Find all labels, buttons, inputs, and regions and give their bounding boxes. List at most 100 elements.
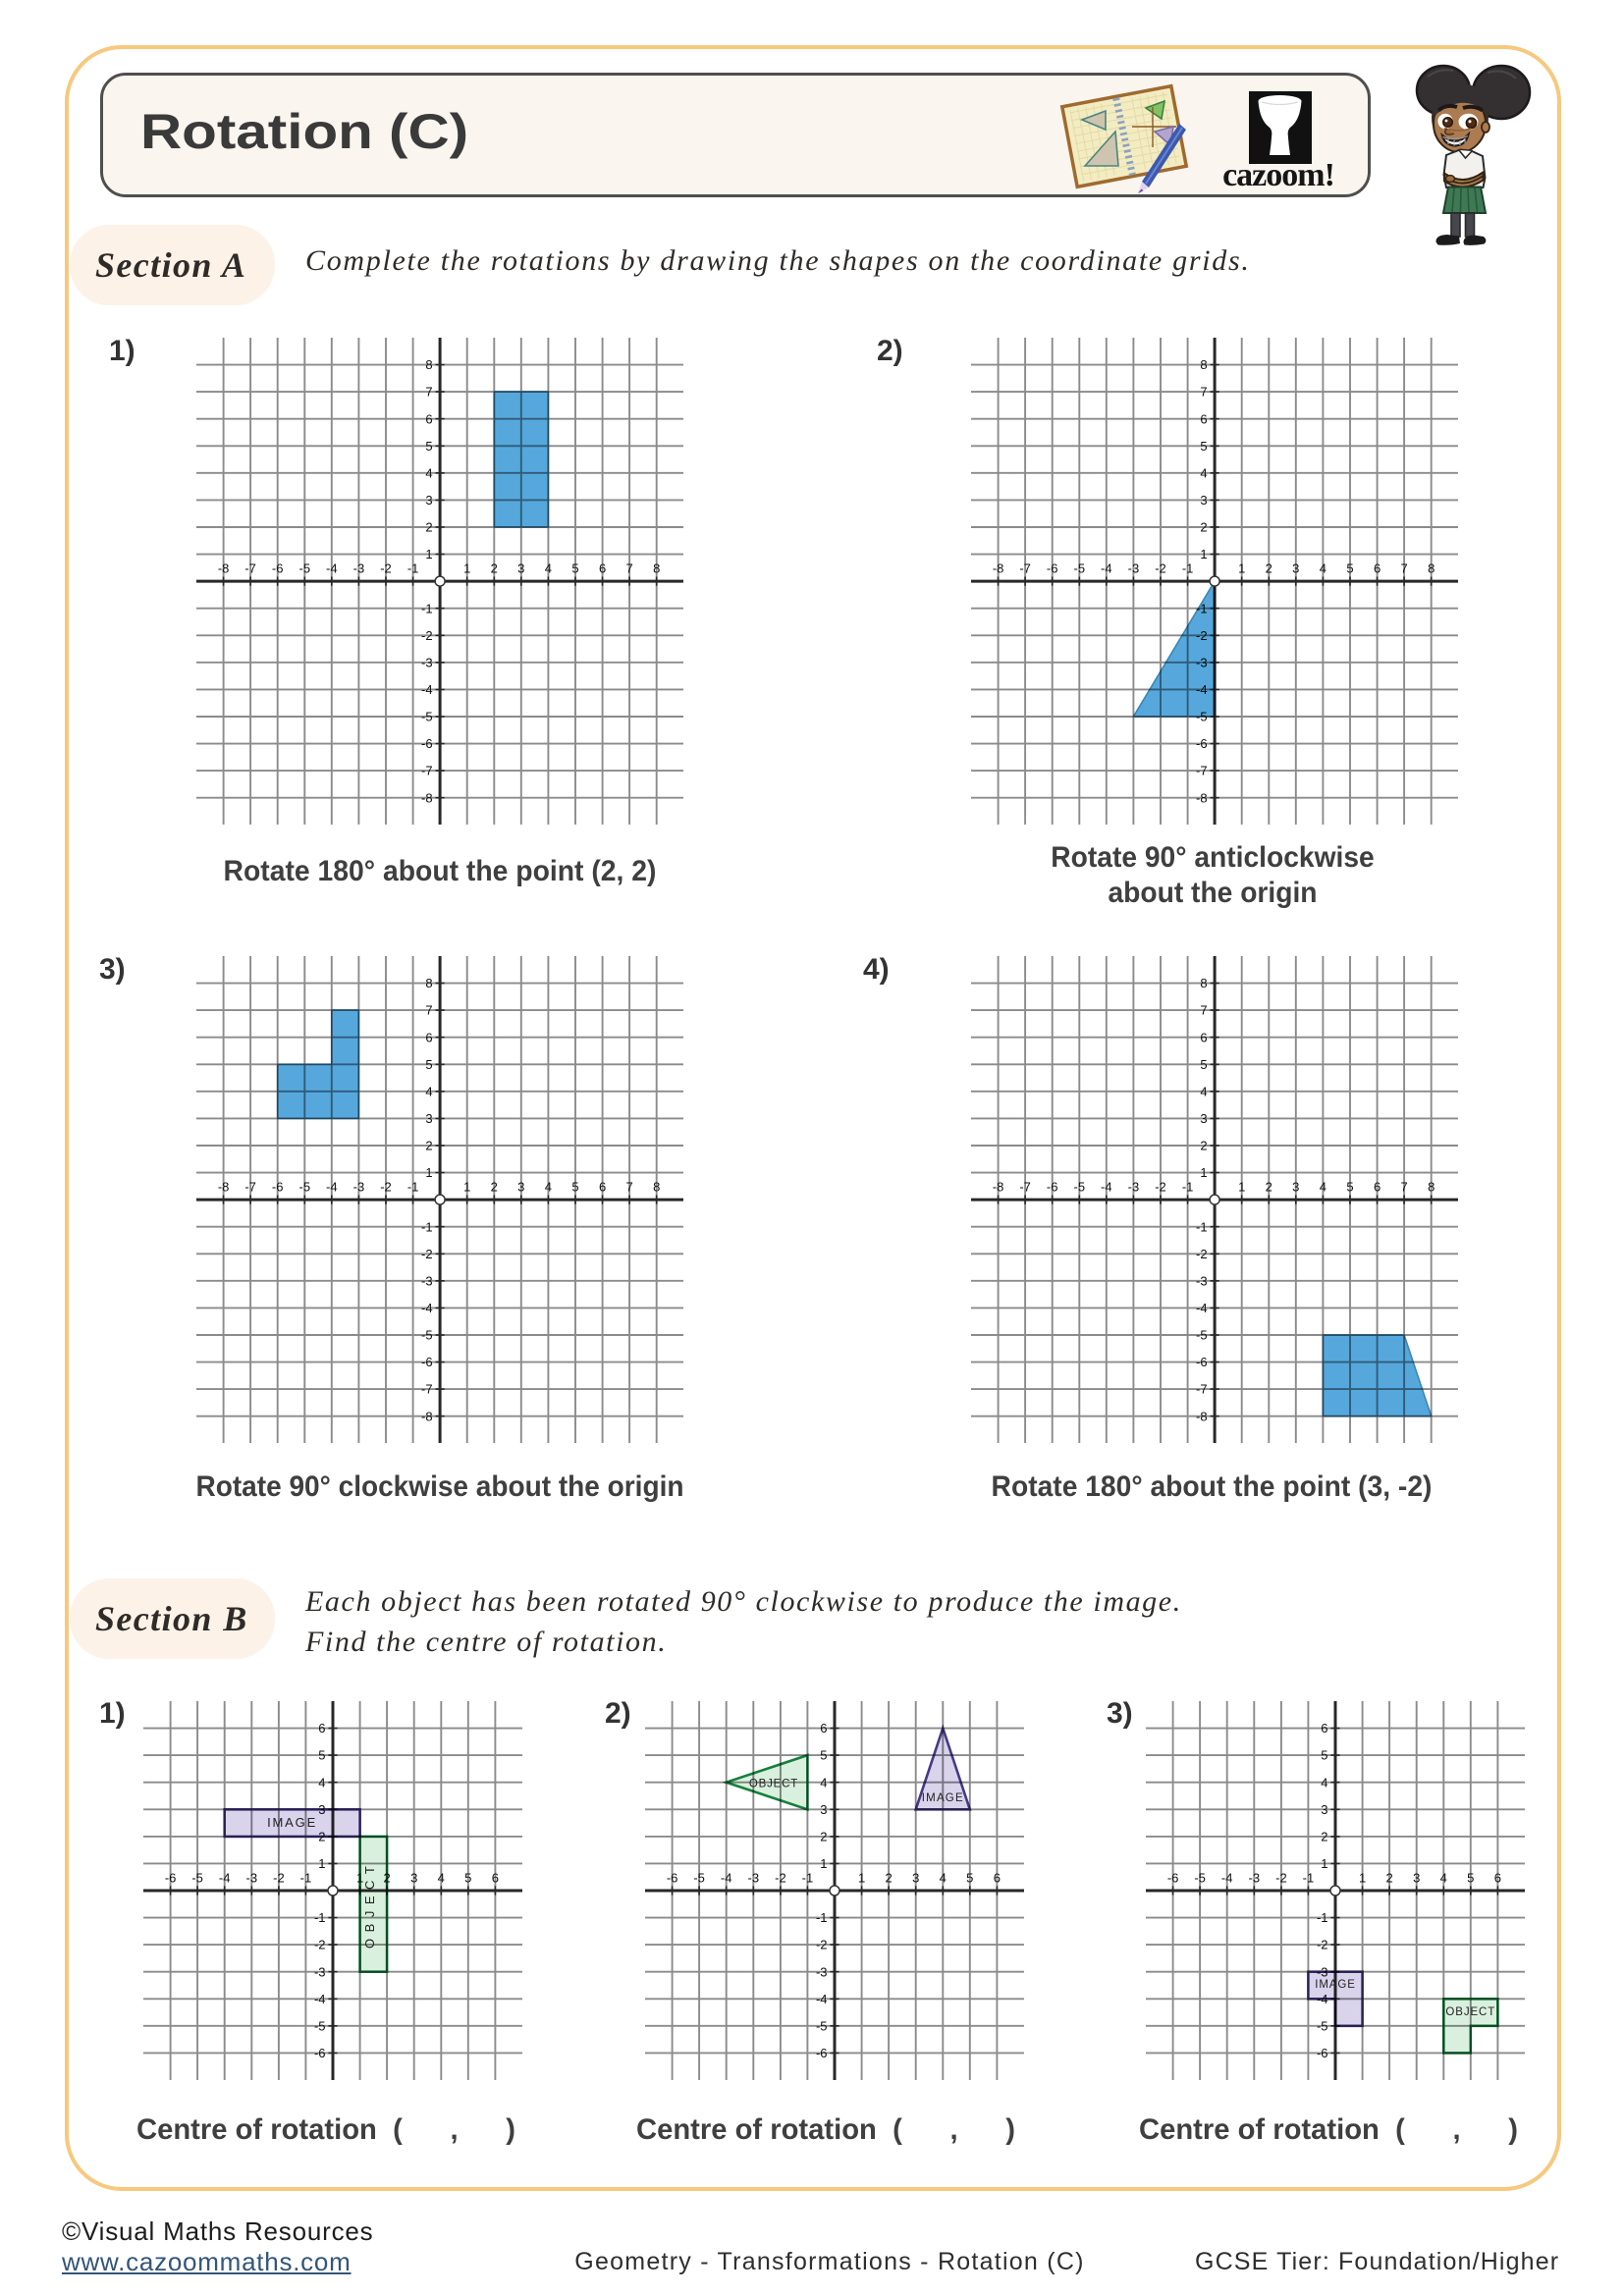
svg-text:4: 4 [425,1084,432,1098]
svg-text:3: 3 [1200,1111,1207,1126]
svg-text:-2: -2 [1317,1937,1328,1951]
svg-text:-3: -3 [352,1179,364,1194]
svg-text:-2: -2 [273,1870,285,1885]
svg-text:-3: -3 [421,655,433,669]
svg-text:-4: -4 [1101,561,1112,575]
svg-text:5: 5 [966,1870,973,1885]
svg-text:-7: -7 [421,1382,433,1397]
svg-text:5: 5 [1467,1870,1474,1885]
svg-text:-6: -6 [421,736,433,751]
svg-text:3: 3 [1200,493,1207,507]
svg-text:-1: -1 [421,601,433,615]
svg-text:3: 3 [425,1111,432,1126]
svg-text:8: 8 [425,976,432,990]
svg-text:3: 3 [1292,561,1299,575]
svg-text:7: 7 [1200,385,1207,400]
svg-text:-7: -7 [1196,764,1208,778]
svg-text:6: 6 [1321,1721,1327,1735]
svg-text:-3: -3 [1249,1870,1261,1885]
svg-text:1: 1 [1321,1856,1327,1871]
svg-text:4: 4 [821,1775,828,1789]
svg-text:5: 5 [1200,1057,1207,1072]
svg-text:-6: -6 [1167,1870,1179,1885]
svg-text:6: 6 [599,561,606,575]
svg-text:6: 6 [821,1721,828,1735]
svg-text:5: 5 [425,439,432,454]
svg-text:-5: -5 [1073,561,1085,575]
svg-text:-4: -4 [1221,1870,1233,1885]
svg-text:5: 5 [425,1057,432,1072]
svg-text:5: 5 [464,1870,471,1885]
svg-text:8: 8 [1428,1179,1435,1194]
svg-text:-6: -6 [314,2046,326,2060]
svg-text:5: 5 [1346,561,1353,575]
svg-text:7: 7 [425,385,432,400]
svg-text:-1: -1 [1181,561,1193,575]
svg-text:-3: -3 [1196,1273,1208,1288]
svg-text:6: 6 [994,1870,1001,1885]
svg-text:3: 3 [821,1801,828,1816]
svg-text:2: 2 [425,519,432,534]
svg-text:7: 7 [625,561,632,575]
svg-text:8: 8 [653,561,660,575]
svg-text:-4: -4 [314,1991,326,2005]
svg-text:2: 2 [821,1829,828,1843]
svg-text:-8: -8 [217,1179,229,1194]
svg-text:4: 4 [1200,1084,1207,1098]
svg-text:-5: -5 [1073,1179,1085,1194]
svg-text:-1: -1 [1303,1870,1315,1885]
svg-text:-5: -5 [298,561,310,575]
svg-text:3: 3 [1292,1179,1299,1194]
svg-text:2: 2 [425,1138,432,1152]
svg-text:-2: -2 [1155,1179,1166,1194]
svg-text:OBJECT: OBJECT [1445,2005,1495,2017]
svg-text:4: 4 [1200,465,1207,480]
svg-text:-1: -1 [406,561,418,575]
svg-text:5: 5 [821,1747,828,1762]
svg-text:7: 7 [1200,1003,1207,1018]
svg-text:-6: -6 [1047,1179,1058,1194]
svg-text:-5: -5 [694,1870,706,1885]
svg-text:6: 6 [1200,411,1207,426]
svg-text:-3: -3 [352,561,364,575]
svg-text:-1: -1 [406,1179,418,1194]
svg-text:7: 7 [625,1179,632,1194]
svg-text:6: 6 [599,1179,606,1194]
svg-text:-1: -1 [1181,1179,1193,1194]
svg-text:-3: -3 [1127,561,1139,575]
svg-text:-4: -4 [219,1870,231,1885]
svg-text:1: 1 [858,1870,865,1885]
svg-text:3: 3 [425,493,432,507]
svg-text:4: 4 [319,1775,326,1789]
svg-text:-4: -4 [816,1991,828,2005]
svg-text:8: 8 [1428,561,1435,575]
svg-text:1: 1 [1238,1179,1245,1194]
svg-text:-8: -8 [992,561,1003,575]
svg-text:-4: -4 [421,682,433,697]
svg-text:6: 6 [1374,561,1380,575]
svg-text:-6: -6 [667,1870,678,1885]
svg-text:-7: -7 [1019,561,1031,575]
svg-text:3: 3 [1321,1801,1327,1816]
svg-text:-8: -8 [421,1409,433,1423]
svg-text:3: 3 [912,1870,919,1885]
svg-text:3: 3 [517,1179,524,1194]
svg-text:-4: -4 [326,561,338,575]
svg-text:-7: -7 [1019,1179,1031,1194]
svg-text:-5: -5 [1196,1327,1208,1342]
svg-text:6: 6 [1494,1870,1501,1885]
svg-text:-5: -5 [1317,2018,1328,2033]
svg-text:-5: -5 [421,709,433,723]
svg-text:OBJECT: OBJECT [749,1778,798,1789]
svg-text:2: 2 [1200,1138,1207,1152]
svg-text:2: 2 [1200,519,1207,534]
svg-text:4: 4 [940,1870,947,1885]
svg-text:7: 7 [425,1003,432,1018]
svg-text:2: 2 [490,561,497,575]
svg-text:6: 6 [492,1870,499,1885]
svg-text:-1: -1 [314,1910,326,1925]
svg-text:-5: -5 [298,1179,310,1194]
svg-text:-2: -2 [380,561,392,575]
svg-text:1: 1 [425,1165,432,1180]
svg-text:4: 4 [544,1179,551,1194]
